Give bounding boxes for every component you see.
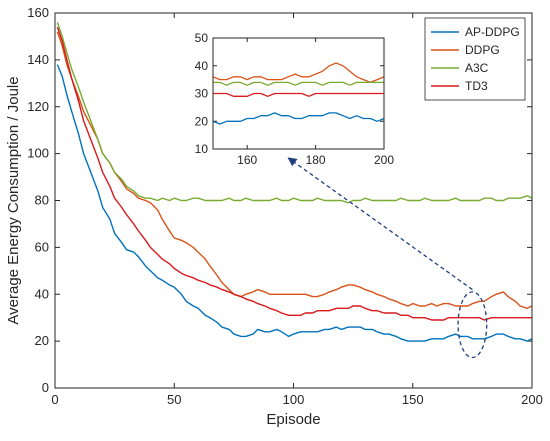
inset-series-lines: [212, 62, 385, 125]
x-axis-label: Episode: [266, 411, 320, 428]
inset-y-tick-label: 40: [195, 59, 209, 73]
y-tick-label: 60: [35, 239, 49, 254]
y-axis-label: Average Energy Consumption / Joule: [5, 76, 22, 324]
series-line-ap-ddpg: [56, 64, 533, 342]
x-tick-label: 100: [283, 392, 305, 407]
y-tick-label: 100: [27, 146, 49, 161]
legend-label-ddpg: DDPG: [465, 43, 500, 57]
y-tick-label: 140: [27, 52, 49, 67]
legend: AP-DDPG DDPG A3C TD3: [424, 17, 526, 101]
legend-label-a3c: A3C: [465, 61, 489, 75]
main-series-lines: [56, 22, 533, 342]
inset-series-line-td3: [213, 92, 384, 97]
inset-y-tick-label: 50: [195, 31, 209, 45]
x-tick-label: 0: [51, 392, 58, 407]
plot-frame: [54, 12, 533, 389]
y-tick-label: 80: [35, 193, 49, 208]
y-tick-label: 20: [35, 333, 49, 348]
x-tick-label: 200: [521, 392, 543, 407]
inset-y-tick-label: 20: [195, 114, 209, 128]
series-line-td3: [56, 26, 532, 321]
inset-x-tick-label: 160: [237, 153, 257, 167]
inset-x-tick-label: 180: [306, 153, 326, 167]
y-tick-label: 0: [42, 380, 49, 395]
x-tick-label: 50: [167, 392, 181, 407]
inset-axis-ticks: 160 180 200 10 20 30 40 50: [195, 31, 395, 167]
series-line-ddpg: [56, 31, 533, 309]
zoom-arrow: [287, 157, 473, 291]
y-tick-label: 40: [35, 286, 49, 301]
zoom-ellipse: [457, 291, 488, 359]
y-tick-label: 120: [27, 99, 49, 114]
inset-series-line-ap-ddpg: [212, 112, 385, 125]
inset-y-tick-label: 10: [195, 142, 209, 156]
x-tick-label: 150: [402, 392, 424, 407]
inset-frame: [212, 37, 385, 150]
inset-y-tick-label: 30: [195, 87, 209, 101]
inset-series-line-a3c: [213, 81, 384, 86]
inset-series-line-ddpg: [212, 62, 385, 84]
legend-label-ap-ddpg: AP-DDPG: [465, 25, 520, 39]
inset-x-tick-label: 200: [374, 153, 394, 167]
main-axis-ticks: 0 50 100 150 200 0 20 40 60 80 100 120 140 160: [27, 5, 543, 407]
legend-label-td3: TD3: [465, 79, 488, 93]
series-line-a3c: [56, 22, 533, 204]
y-tick-label: 160: [27, 5, 49, 20]
